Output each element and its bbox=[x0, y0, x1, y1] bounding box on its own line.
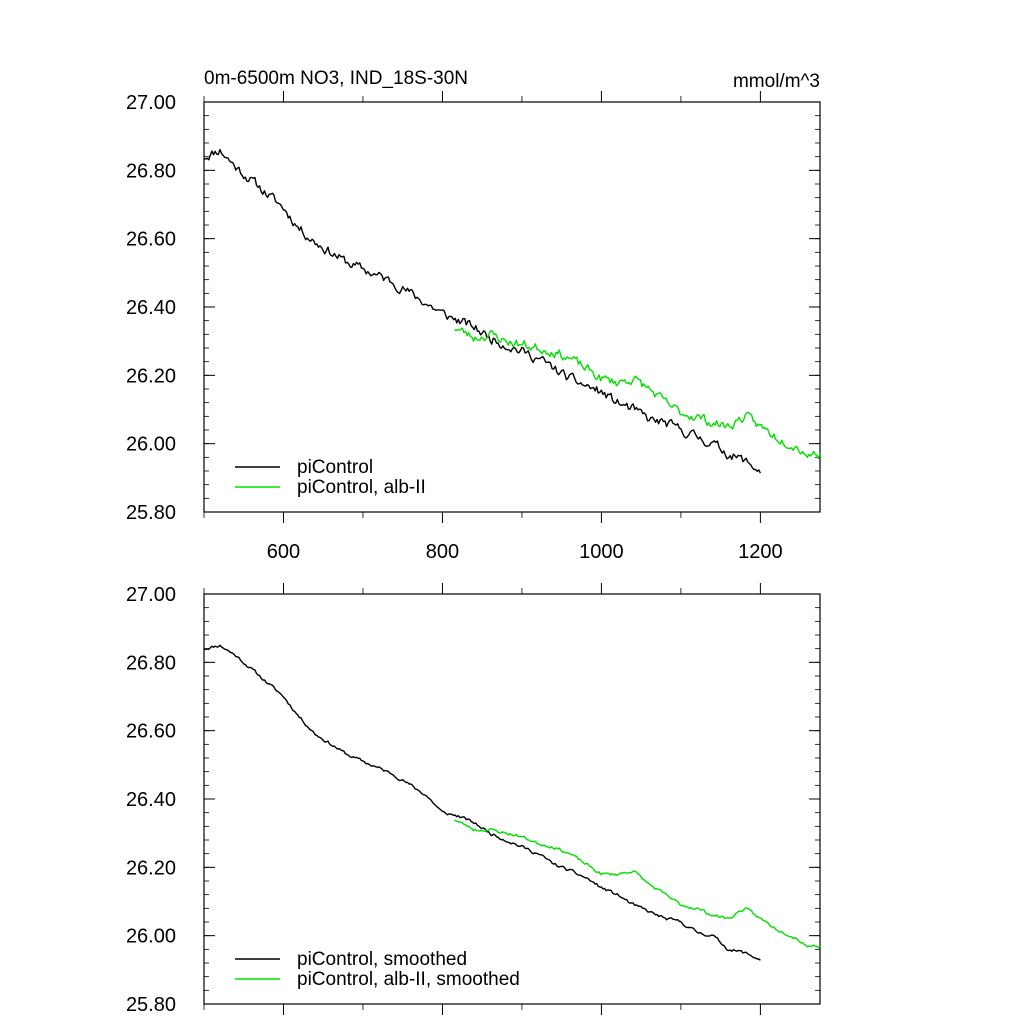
y-tick-label: 26.40 bbox=[126, 789, 176, 811]
y-tick-label: 27.00 bbox=[126, 584, 176, 606]
y-tick-label: 26.80 bbox=[126, 160, 176, 182]
chart-title: 0m-6500m NO3, IND_18S-30N bbox=[204, 68, 468, 89]
x-tick-label: 1000 bbox=[579, 541, 624, 563]
y-tick-label: 26.80 bbox=[126, 652, 176, 674]
top-plot: 25.80 26.00 26.20 26.40 26.60 26.80 27.00 600 80… bbox=[126, 91, 821, 563]
bottom-plot: 25.80 26.00 26.20 26.40 26.60 26.80 27.00 piCon… bbox=[126, 583, 821, 1016]
x-tick-label: 800 bbox=[426, 541, 459, 563]
x-tick-label: 1200 bbox=[738, 541, 783, 563]
y-tick-label: 27.00 bbox=[126, 92, 176, 114]
y-tick-label: 26.20 bbox=[126, 365, 176, 387]
series-line-alb-ii bbox=[454, 819, 821, 949]
units-label: mmol/m^3 bbox=[733, 71, 820, 92]
y-tick-label: 25.80 bbox=[126, 994, 176, 1016]
y-tick-label: 25.80 bbox=[126, 502, 176, 524]
series-line-picontrol bbox=[203, 644, 761, 961]
legend-label: piControl, smoothed bbox=[297, 949, 467, 970]
legend-label: piControl, alb-II, smoothed bbox=[297, 969, 520, 990]
y-tick-label: 26.00 bbox=[126, 434, 176, 456]
series-line-picontrol bbox=[203, 148, 762, 474]
plot-frame bbox=[203, 593, 821, 1005]
y-tick-label: 26.00 bbox=[126, 926, 176, 948]
series-line-alb-ii bbox=[454, 327, 821, 460]
y-tick-label: 26.20 bbox=[126, 857, 176, 879]
y-tick-label: 26.60 bbox=[126, 721, 176, 743]
legend-label: piControl bbox=[297, 457, 373, 478]
y-tick-label: 26.40 bbox=[126, 297, 176, 319]
plot-frame bbox=[203, 101, 821, 513]
x-tick-label: 600 bbox=[267, 541, 300, 563]
legend-label: piControl, alb-II bbox=[297, 477, 426, 498]
y-tick-label: 26.60 bbox=[126, 229, 176, 251]
